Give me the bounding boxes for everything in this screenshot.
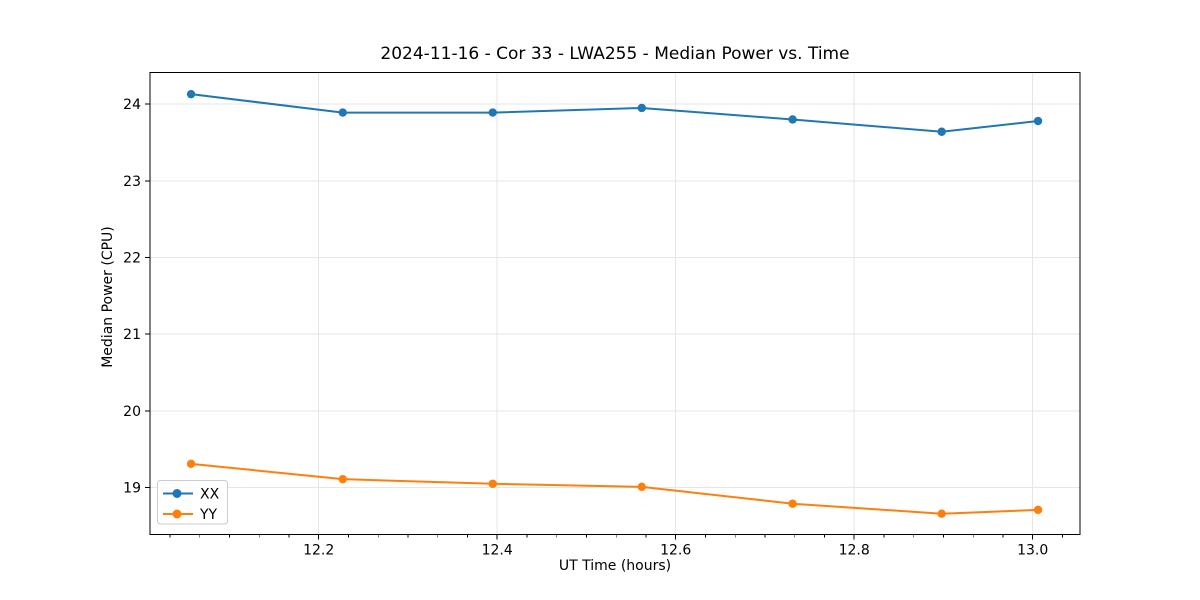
data-point [338, 108, 347, 117]
x-tick-label: 12.4 [482, 542, 513, 558]
series-YY [186, 459, 1043, 518]
data-point [1033, 116, 1043, 126]
data-point [488, 108, 497, 117]
x-axis-label: UT Time (hours) [558, 558, 672, 574]
y-axis: 19 20 21 22 23 24 [123, 97, 150, 497]
x-axis: 12.2 12.4 12.6 12.8 13.0 [303, 534, 1048, 558]
y-tick-label: 24 [123, 97, 141, 113]
legend-marker [172, 509, 182, 519]
x-tick-label: 12.6 [660, 542, 691, 558]
x-tick-label: 13.0 [1017, 542, 1048, 558]
legend-marker [172, 489, 182, 498]
legend-label: YY [199, 507, 218, 523]
data-point [788, 499, 797, 508]
data-point [937, 509, 946, 518]
data-point [186, 89, 196, 99]
y-tick-label: 20 [123, 404, 141, 420]
data-point [637, 482, 646, 492]
y-tick-label: 23 [123, 174, 141, 190]
data-point [937, 127, 946, 136]
y-tick-label: 22 [123, 251, 141, 267]
data-point [637, 103, 646, 113]
y-tick-label: 19 [123, 481, 141, 497]
data-point [488, 479, 497, 488]
x-minor-ticks [169, 534, 1063, 538]
x-tick-label: 12.2 [303, 542, 334, 558]
data-point [338, 474, 347, 484]
series-XX-line [190, 93, 1040, 133]
legend-label: XX [200, 487, 220, 503]
data-point [186, 459, 196, 469]
series-YY-line [190, 462, 1040, 515]
data-point [1033, 505, 1043, 515]
data-point [788, 115, 797, 124]
plot-border [149, 72, 1081, 535]
grid-lines [150, 72, 1080, 535]
legend: XX YY [157, 480, 228, 525]
x-tick-label: 12.8 [839, 542, 870, 558]
series-XX [186, 89, 1043, 136]
chart-title: 2024-11-16 - Cor 33 - LWA255 - Median Po… [380, 44, 850, 64]
y-axis-label: Median Power (CPU) [100, 226, 116, 368]
y-tick-label: 21 [123, 327, 141, 343]
